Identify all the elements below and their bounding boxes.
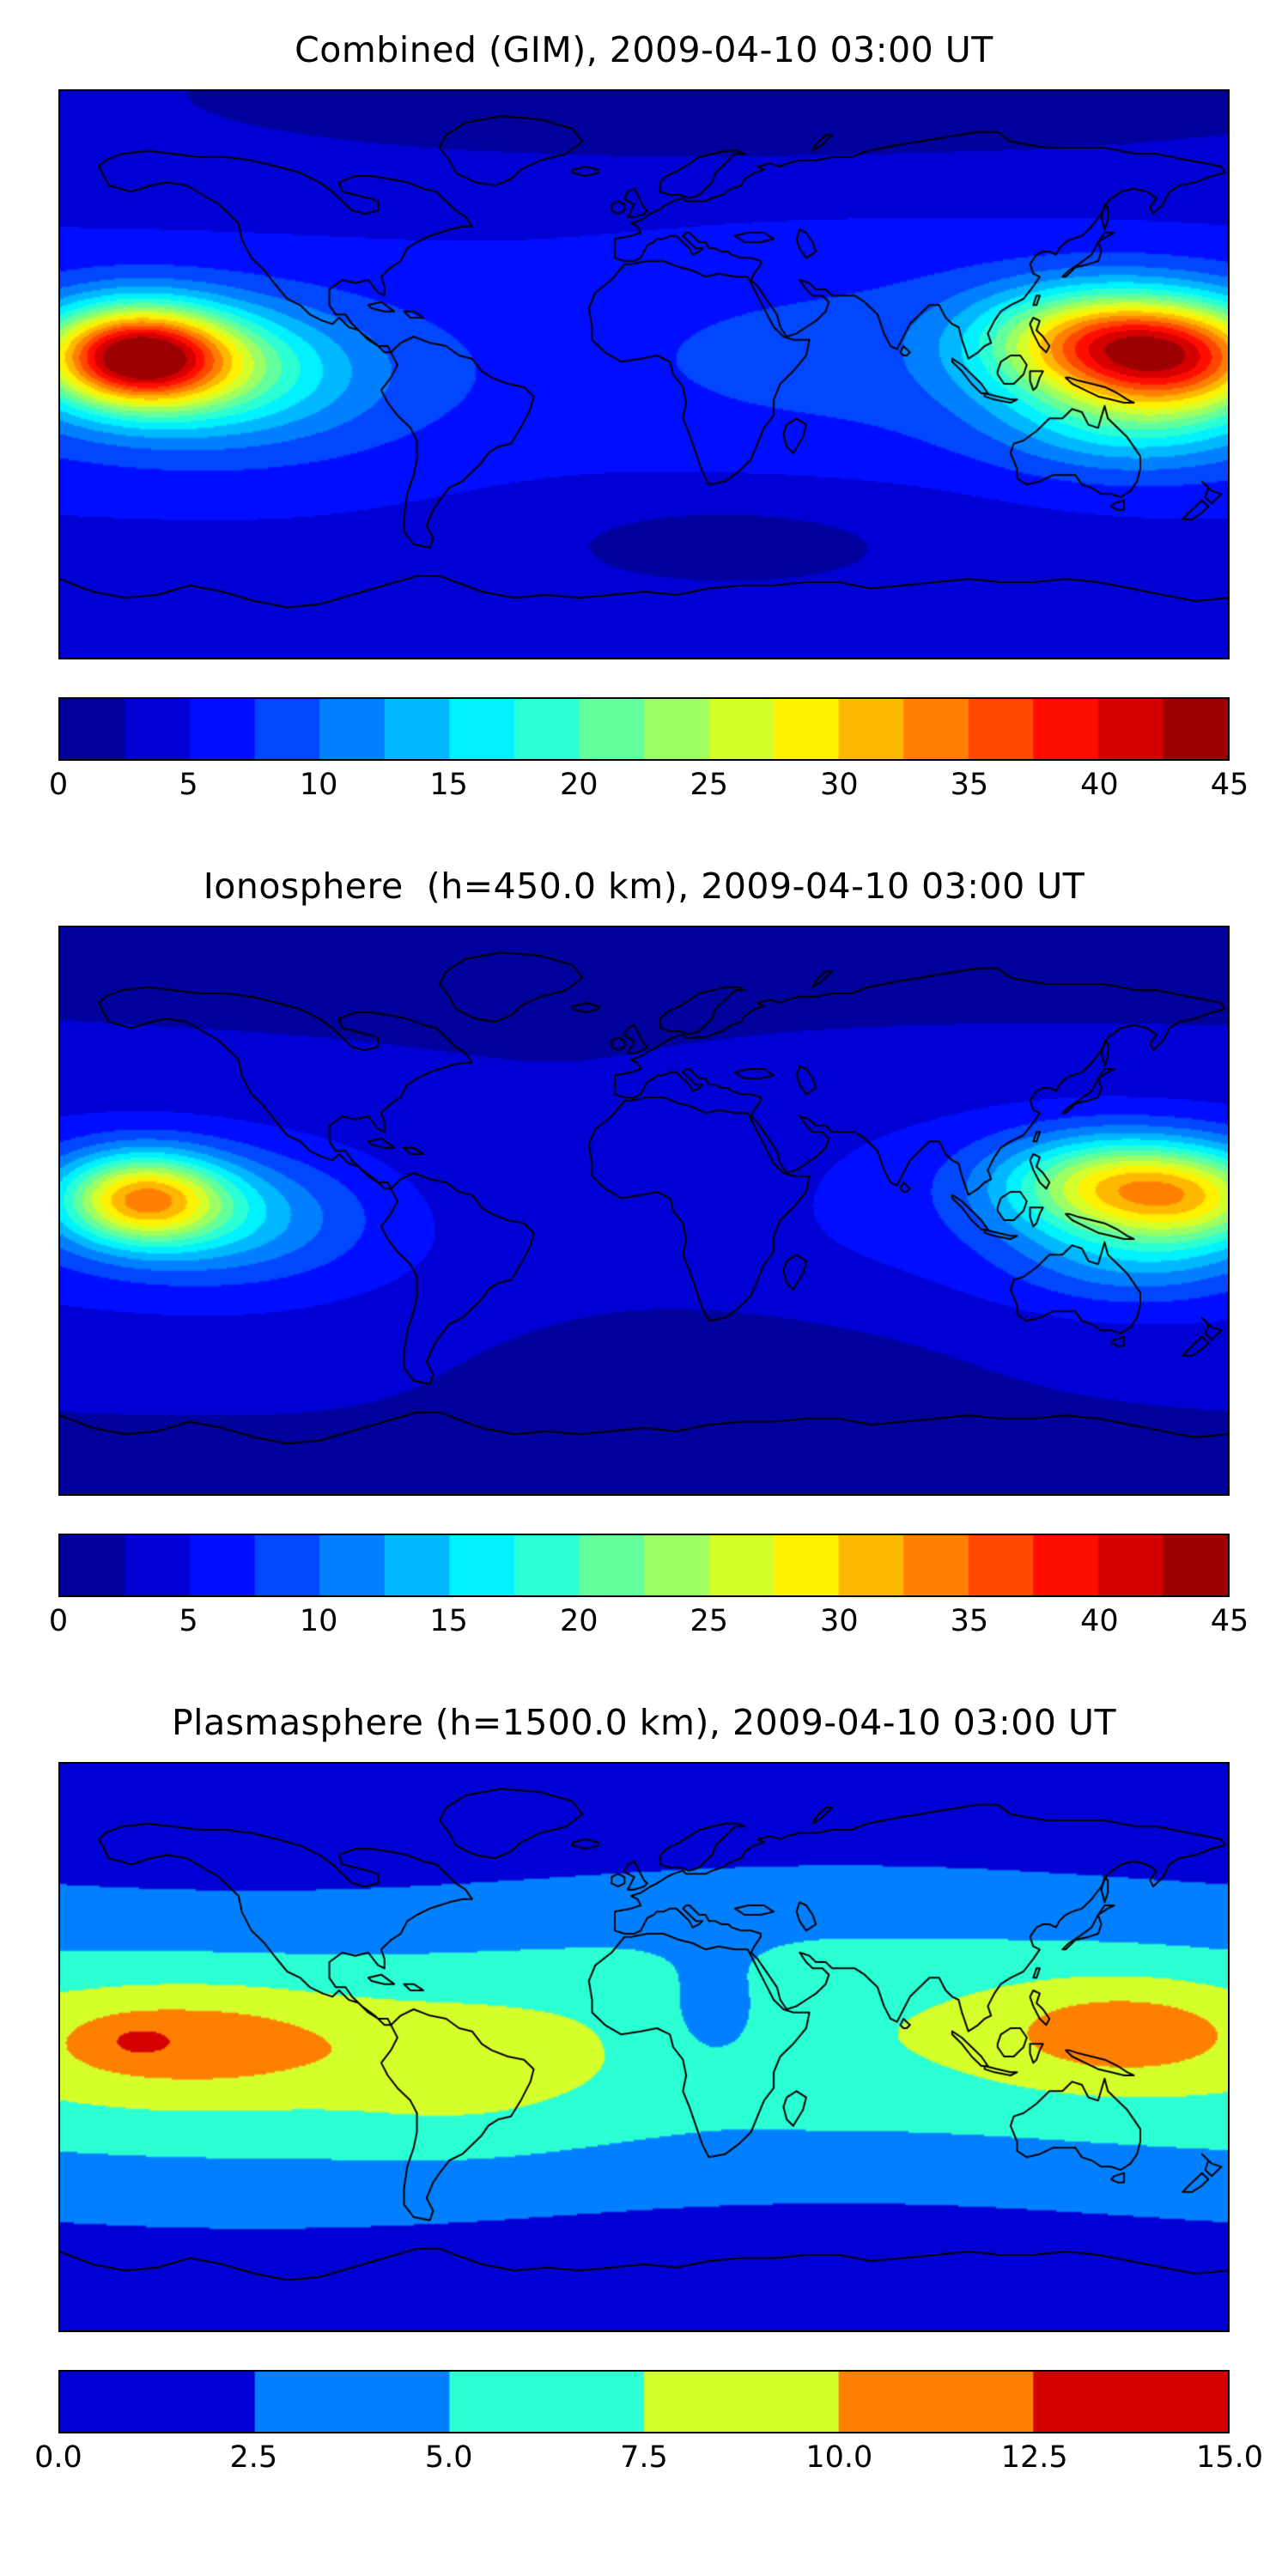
colorbar-tick-label: 0 — [48, 1604, 69, 1638]
colorbar-plasmasphere — [58, 2370, 1230, 2433]
colorbar-tick-label: 25 — [690, 1604, 729, 1638]
colorbar-tick-label: 40 — [1080, 1604, 1119, 1638]
colorbar-tick-label: 40 — [1080, 768, 1119, 802]
colorbar-tick-label: 35 — [950, 768, 989, 802]
colorbar-canvas-plasmasphere — [60, 2372, 1228, 2432]
colorbar-ticks-combined: 0 5 10 15 20 25 30 35 40 45 — [49, 768, 1249, 814]
panel-title-ionosphere: Ionosphere (h=450.0 km), 2009-04-10 03:0… — [203, 866, 1085, 907]
panel-title-combined: Combined (GIM), 2009-04-10 03:00 UT — [295, 29, 993, 70]
colorbar-tick-label: 0.0 — [34, 2440, 82, 2475]
map-area-plasmasphere: 0.0 2.5 5.0 7.5 10.0 12.5 15.0 — [34, 1762, 1263, 2487]
colorbar-tick-label: 10 — [299, 1604, 338, 1638]
panel-ionosphere: Ionosphere (h=450.0 km), 2009-04-10 03:0… — [0, 836, 1288, 1673]
colorbar-ticks-plasmasphere: 0.0 2.5 5.0 7.5 10.0 12.5 15.0 — [34, 2440, 1263, 2487]
colorbar-tick-label: 30 — [820, 1604, 859, 1638]
colorbar-tick-label: 5 — [179, 1604, 198, 1638]
colorbar-ionosphere — [58, 1534, 1230, 1597]
map-area-ionosphere: 0 5 10 15 20 25 30 35 40 45 — [49, 926, 1249, 1650]
map-canvas-ionosphere — [58, 926, 1230, 1496]
colorbar-tick-label: 15 — [429, 768, 468, 802]
colorbar-canvas-ionosphere — [60, 1535, 1228, 1595]
colorbar-tick-label: 2.5 — [229, 2440, 278, 2475]
colorbar-tick-label: 20 — [559, 768, 598, 802]
panel-combined: Combined (GIM), 2009-04-10 03:00 UT 0 5 10… — [0, 0, 1288, 836]
colorbar-tick-label: 5.0 — [424, 2440, 473, 2475]
colorbar-tick-label: 30 — [820, 768, 859, 802]
colorbar-combined — [58, 697, 1230, 761]
colorbar-tick-label: 45 — [1210, 1604, 1249, 1638]
panel-title-plasmasphere: Plasmasphere (h=1500.0 km), 2009-04-10 0… — [171, 1702, 1117, 1743]
colorbar-canvas-combined — [60, 699, 1228, 759]
map-canvas-plasmasphere — [58, 1762, 1230, 2332]
colorbar-tick-label: 45 — [1210, 768, 1249, 802]
map-area-combined: 0 5 10 15 20 25 30 35 40 45 — [49, 89, 1249, 814]
colorbar-tick-label: 15 — [429, 1604, 468, 1638]
colorbar-tick-label: 15.0 — [1196, 2440, 1263, 2475]
colorbar-tick-label: 5 — [179, 768, 198, 802]
map-canvas-combined — [58, 89, 1230, 659]
colorbar-tick-label: 35 — [950, 1604, 989, 1638]
colorbar-tick-label: 10.0 — [805, 2440, 873, 2475]
colorbar-ticks-ionosphere: 0 5 10 15 20 25 30 35 40 45 — [49, 1604, 1249, 1650]
tec-maps-figure: Combined (GIM), 2009-04-10 03:00 UT 0 5 10… — [0, 0, 1288, 2509]
colorbar-tick-label: 10 — [299, 768, 338, 802]
panel-plasmasphere: Plasmasphere (h=1500.0 km), 2009-04-10 0… — [0, 1673, 1288, 2509]
colorbar-tick-label: 12.5 — [1000, 2440, 1068, 2475]
colorbar-tick-label: 7.5 — [620, 2440, 668, 2475]
colorbar-tick-label: 20 — [559, 1604, 598, 1638]
colorbar-tick-label: 0 — [48, 768, 69, 802]
colorbar-tick-label: 25 — [690, 768, 729, 802]
